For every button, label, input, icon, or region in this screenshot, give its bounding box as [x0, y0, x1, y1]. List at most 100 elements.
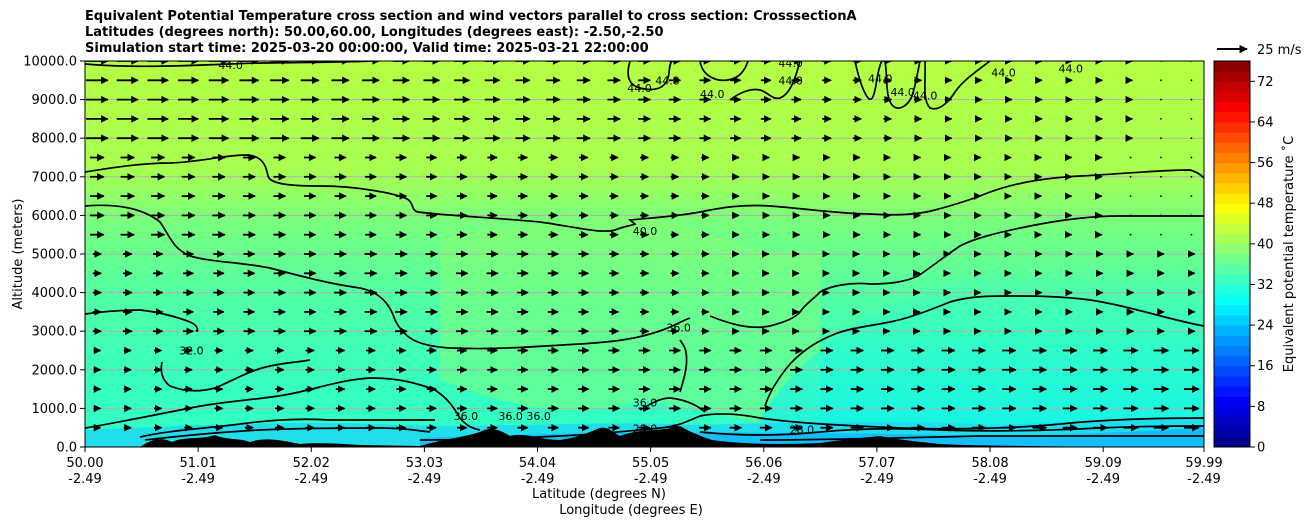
- colorbar-band: [1214, 81, 1250, 92]
- colorbar-band: [1214, 182, 1250, 194]
- colorbar-band: [1214, 406, 1250, 418]
- wind-vector: [1129, 233, 1132, 236]
- title-line-2: Latitudes (degrees north): 50.00,60.00, …: [85, 25, 664, 40]
- colorbar-band: [1214, 61, 1250, 72]
- colorbar-ticks: 0 8 16 24 32 40 48 56 64 72: [1250, 75, 1274, 456]
- x-tick-label-lon: -2.49: [973, 472, 1007, 487]
- wind-vector: [1190, 214, 1193, 217]
- contour-40-right: [709, 215, 1204, 329]
- colorbar-band: [1214, 172, 1250, 184]
- plot-area: 44.044.044.044.044.044.0 44.044.044.044.0…: [85, 57, 1204, 447]
- y-tick-label: 5000.0: [32, 248, 78, 263]
- contour-36-right: [764, 295, 1204, 407]
- colorbar-tick-label: 0: [1257, 441, 1265, 456]
- y-tick-label: 6000.0: [32, 209, 78, 224]
- y-tick-label: 8000.0: [32, 132, 78, 147]
- wind-vector: [1160, 175, 1162, 178]
- wind-vector: [1160, 118, 1162, 120]
- contour-label: 36.0: [498, 410, 523, 423]
- colorbar: [1214, 61, 1250, 448]
- x-tick-label-lon: -2.49: [408, 472, 442, 487]
- colorbar-band: [1214, 233, 1250, 245]
- wind-vector: [1129, 156, 1132, 159]
- contour-label: 44.0: [1058, 63, 1083, 76]
- y-tick-label: 1000.0: [32, 402, 78, 417]
- y-tick-label: 2000.0: [32, 363, 78, 378]
- contour-44-hump2: [699, 61, 749, 82]
- wind-key-label: 25 m/s: [1257, 43, 1302, 58]
- wind-vector: [1160, 195, 1162, 198]
- colorbar-band: [1214, 142, 1250, 153]
- contour-label: 28.0: [790, 424, 815, 437]
- colorbar-band: [1214, 355, 1250, 367]
- x-tick-label-lon: -2.49: [860, 472, 894, 487]
- contour-label: 36.0: [526, 410, 551, 423]
- colorbar-band: [1214, 325, 1250, 336]
- contour-44-hump6: [924, 61, 991, 110]
- contour-44-hump1: [627, 61, 673, 91]
- contour-label: 44.0: [913, 90, 938, 103]
- colorbar-band: [1214, 243, 1250, 255]
- colorbar-band: [1214, 386, 1250, 397]
- wind-vectors: [86, 61, 1200, 432]
- wind-vector: [1129, 214, 1132, 217]
- colorbar-tick-label: 8: [1257, 400, 1265, 415]
- colorbar-band: [1214, 284, 1250, 296]
- wind-vector: [1190, 98, 1193, 101]
- colorbar-band: [1214, 91, 1250, 103]
- x-tick-label-lon: -2.49: [747, 472, 781, 487]
- contour-label: 44.0: [991, 67, 1016, 80]
- colorbar-band: [1214, 436, 1250, 448]
- contour-36-left: [85, 309, 199, 332]
- x-tick-label-lat: 50.00: [66, 456, 103, 471]
- y-tick-label: 9000.0: [32, 93, 78, 108]
- colorbar-tick-label: 48: [1257, 197, 1274, 212]
- x-tick-label-lat: 52.02: [293, 456, 330, 471]
- colorbar-band: [1214, 294, 1250, 306]
- colorbar-band: [1214, 111, 1250, 123]
- x-axis: 50.00-2.4951.01-2.4952.02-2.4953.03-2.49…: [66, 447, 1223, 487]
- colorbar-band: [1214, 314, 1250, 326]
- wind-key: 25 m/s: [1217, 43, 1302, 58]
- x-axis-label-line-1: Latitude (degrees N): [532, 487, 666, 502]
- colorbar-frame: [1213, 60, 1251, 448]
- colorbar-band: [1214, 274, 1250, 285]
- colorbar-band: [1214, 193, 1250, 204]
- wind-vector: [1129, 195, 1132, 198]
- contour-label: 44.0: [778, 57, 803, 70]
- wind-vector: [1190, 175, 1193, 178]
- colorbar-band: [1214, 121, 1250, 133]
- colorbar-band: [1214, 254, 1250, 265]
- y-tick-label: 10000.0: [23, 55, 77, 70]
- contour-44-top: [85, 61, 371, 68]
- colorbar-band: [1214, 396, 1250, 407]
- x-tick-label-lat: 54.04: [519, 456, 556, 471]
- wind-vector: [1160, 233, 1162, 236]
- y-tick-label: 7000.0: [32, 170, 78, 185]
- colorbar-band: [1214, 304, 1250, 316]
- colorbar-tick-label: 64: [1257, 115, 1274, 130]
- x-tick-label-lat: 55.05: [632, 456, 669, 471]
- colorbar-tick-label: 56: [1257, 156, 1274, 171]
- colorbar-band: [1214, 71, 1250, 82]
- colorbar-tick-label: 40: [1257, 237, 1274, 252]
- x-tick-label-lat: 59.09: [1085, 456, 1122, 471]
- x-tick-label-lat: 56.06: [745, 456, 782, 471]
- colorbar-band: [1214, 375, 1250, 387]
- wind-vector: [1160, 98, 1162, 101]
- colorbar-band: [1214, 213, 1250, 225]
- colorbar-band: [1214, 162, 1250, 174]
- colorbar-tick-label: 32: [1257, 278, 1274, 293]
- wind-vector: [1190, 233, 1193, 236]
- colorbar-band: [1214, 132, 1250, 143]
- contour-label: 44.0: [890, 86, 915, 99]
- colorbar-band: [1214, 416, 1250, 428]
- wind-vector: [1190, 118, 1193, 120]
- contour-label: 28.0: [633, 422, 658, 435]
- x-tick-label-lat: 58.08: [971, 456, 1008, 471]
- contour-label: 44.0: [627, 82, 652, 95]
- contour-36-plume: [679, 339, 688, 393]
- wind-vector: [1160, 214, 1162, 217]
- colorbar-tick-label: 72: [1257, 75, 1274, 90]
